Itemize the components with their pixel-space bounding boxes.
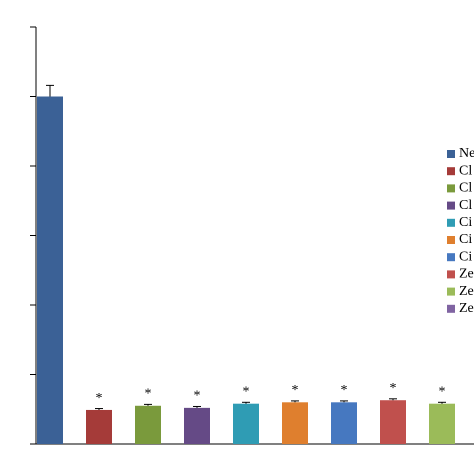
- bar: [135, 405, 161, 444]
- legend-swatch: [447, 184, 455, 193]
- bar: [380, 400, 406, 444]
- legend-label: Cl: [459, 198, 472, 213]
- bar: [86, 409, 112, 444]
- significance-label: *: [96, 391, 103, 406]
- legend-swatch: [447, 150, 455, 158]
- legend-label: Ne: [459, 146, 474, 161]
- bar: [233, 403, 259, 444]
- significance-label: *: [145, 387, 152, 402]
- significance-label: *: [439, 385, 446, 400]
- bar: [282, 402, 308, 444]
- significance-label: *: [390, 381, 397, 396]
- legend-label: Ze: [459, 284, 474, 299]
- legend-swatch: [447, 218, 455, 227]
- legend-label: Ci: [459, 232, 472, 247]
- bar: [184, 407, 210, 444]
- legend-swatch: [447, 167, 455, 176]
- legend-label: Ze: [459, 301, 474, 316]
- legend-swatch: [447, 287, 455, 296]
- bar: [37, 96, 63, 444]
- legend-swatch: [447, 304, 455, 313]
- bar: [331, 402, 357, 444]
- significance-label: *: [194, 389, 201, 404]
- legend-swatch: [447, 270, 455, 279]
- legend-label: Cl: [459, 181, 472, 196]
- significance-label: *: [341, 383, 348, 398]
- legend-label: Cl: [459, 163, 472, 178]
- bar: [429, 403, 455, 444]
- legend-swatch: [447, 201, 455, 210]
- significance-label: *: [243, 385, 250, 400]
- legend-swatch: [447, 236, 455, 244]
- legend-label: Ze: [459, 267, 474, 282]
- legend-label: Ci: [459, 249, 472, 264]
- significance-label: *: [292, 383, 299, 398]
- legend-swatch: [447, 253, 455, 262]
- legend-label: Ci: [459, 215, 472, 230]
